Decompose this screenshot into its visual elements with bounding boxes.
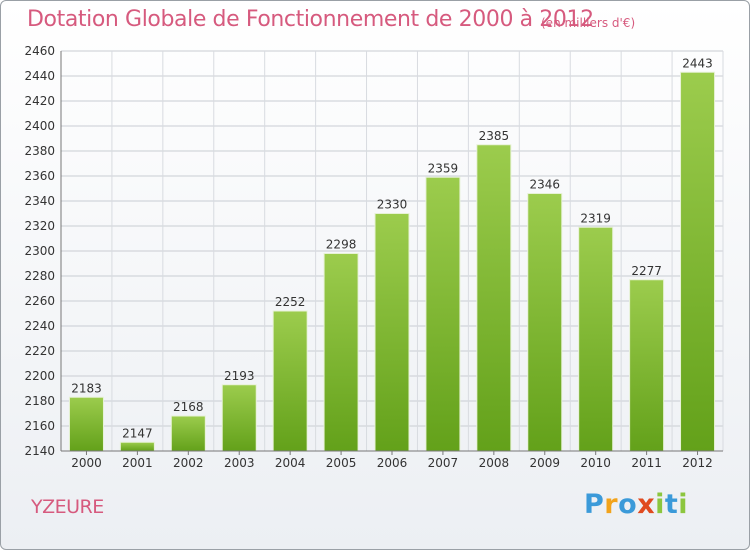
- y-tick-label: 2340: [24, 194, 55, 208]
- bars: 2183 2147 2168 2193 2252 2298 2330 2359 2385 2346…: [68, 56, 716, 452]
- x-tick-label: 2003: [224, 456, 255, 470]
- x-tick-label: 2000: [71, 456, 102, 470]
- bar-2002: [170, 415, 206, 452]
- bar-2010: [578, 226, 614, 452]
- y-tick-label: 2420: [24, 94, 55, 108]
- x-tick-label: 2009: [529, 456, 560, 470]
- bar-value-label: 2147: [122, 426, 153, 440]
- axes: 2140 2160 2180 2200 2220 2240 2260 2280 2300 2320…: [24, 44, 723, 470]
- bar-2003: [221, 384, 257, 452]
- logo-letter: o: [618, 489, 638, 520]
- bar-value-label: 2252: [275, 295, 306, 309]
- bar-2006: [374, 213, 410, 452]
- logo-letter: r: [604, 489, 619, 520]
- proxiti-logo: Proxiti: [584, 489, 688, 520]
- y-tick-label: 2240: [24, 319, 55, 333]
- bar-value-label: 2330: [377, 198, 408, 212]
- commune-name: YZEURE: [31, 496, 104, 518]
- bar-value-label: 2298: [326, 238, 357, 252]
- chart-title: Dotation Globale de Fonctionnement de 20…: [27, 7, 594, 32]
- x-tick-label: 2008: [479, 456, 510, 470]
- logo-letter: P: [584, 489, 605, 520]
- x-tick-label: 2001: [122, 456, 153, 470]
- x-tick-label: 2004: [275, 456, 306, 470]
- bar-2012: [680, 71, 716, 452]
- y-tick-label: 2320: [24, 219, 55, 233]
- bar-2005: [323, 253, 359, 452]
- y-tick-label: 2140: [24, 444, 55, 458]
- y-tick-label: 2400: [24, 119, 55, 133]
- y-tick-label: 2260: [24, 294, 55, 308]
- y-tick-label: 2280: [24, 269, 55, 283]
- bar-2009: [527, 193, 563, 452]
- bar-value-label: 2277: [631, 264, 662, 278]
- y-tick-label: 2460: [24, 44, 55, 58]
- y-tick-label: 2300: [24, 244, 55, 258]
- y-tick-label: 2160: [24, 419, 55, 433]
- bar-2011: [629, 279, 665, 452]
- x-tick-label: 2005: [326, 456, 357, 470]
- logo-letter: i: [678, 489, 689, 520]
- bar-value-label: 2346: [529, 178, 560, 192]
- y-tick-label: 2200: [24, 369, 55, 383]
- logo-letter: x: [637, 489, 656, 520]
- bar-2001: [119, 441, 155, 452]
- bar-2000: [68, 396, 104, 452]
- bar-value-label: 2319: [580, 211, 611, 225]
- x-tick-label: 2012: [682, 456, 713, 470]
- bar-value-label: 2193: [224, 369, 255, 383]
- bar-2008: [476, 144, 512, 452]
- x-tick-label: 2002: [173, 456, 204, 470]
- bar-value-label: 2359: [428, 161, 459, 175]
- x-tick-label: 2007: [428, 456, 459, 470]
- x-tick-label: 2011: [631, 456, 662, 470]
- logo-letter: i: [655, 489, 665, 520]
- y-tick-label: 2360: [24, 169, 55, 183]
- logo-letter: t: [664, 489, 679, 520]
- y-tick-label: 2220: [24, 344, 55, 358]
- bar-value-label: 2443: [682, 56, 713, 70]
- chart-subtitle: (en milliers d'€): [541, 16, 636, 30]
- x-tick-label: 2010: [580, 456, 611, 470]
- y-tick-label: 2440: [24, 69, 55, 83]
- bar-2007: [425, 176, 461, 452]
- bar-value-label: 2168: [173, 400, 204, 414]
- bar-2004: [272, 310, 308, 452]
- x-tick-label: 2006: [377, 456, 408, 470]
- y-tick-label: 2180: [24, 394, 55, 408]
- bar-value-label: 2183: [71, 381, 102, 395]
- y-tick-label: 2380: [24, 144, 55, 158]
- bar-value-label: 2385: [479, 129, 510, 143]
